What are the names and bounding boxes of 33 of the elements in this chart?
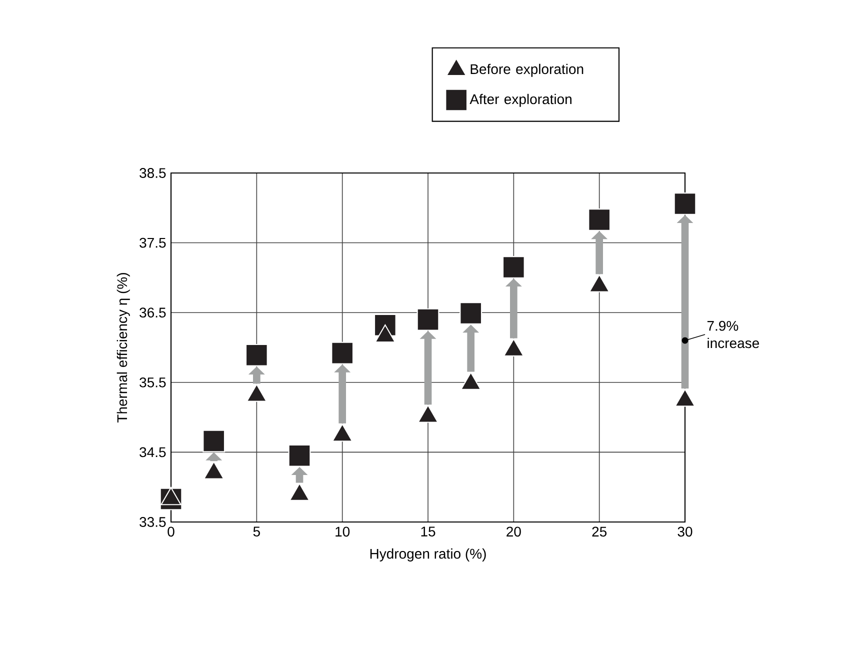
point	[160, 487, 182, 506]
point	[460, 302, 482, 324]
x-tick-label: 15	[421, 526, 436, 536]
y-tick-label: 37.5	[140, 238, 166, 248]
point	[203, 461, 224, 480]
point	[588, 208, 611, 231]
y-tick-label: 33.5	[140, 517, 166, 527]
x-tick-label: 0	[168, 526, 174, 537]
legend-label: After exploration	[470, 94, 572, 107]
point	[418, 404, 438, 423]
annotation: 7.9% increase	[707, 320, 760, 348]
point	[331, 342, 354, 364]
y-axis-title: Thermal efficiency η (%)	[116, 273, 130, 423]
point	[674, 192, 696, 215]
y-tick-label: 35.5	[140, 377, 166, 388]
point	[460, 372, 482, 390]
point	[246, 384, 268, 402]
x-tick-label: 5	[253, 526, 260, 536]
x-tick-label: 30	[678, 526, 692, 537]
legend-label: Before exploration	[470, 64, 584, 77]
point	[416, 308, 440, 331]
x-tick-label: 25	[592, 526, 607, 537]
y-tick-label: 36.5	[140, 308, 166, 318]
y-tick-label: 38.5	[140, 168, 166, 178]
x-axis-title: Hydrogen ratio (%)	[370, 548, 486, 562]
point	[289, 482, 310, 501]
x-tick-label: 10	[336, 526, 350, 537]
point	[674, 388, 696, 407]
point	[502, 256, 525, 278]
point	[332, 424, 353, 442]
y-tick-label: 34.5	[140, 447, 166, 458]
x-tick-label: 20	[506, 526, 521, 537]
point	[245, 344, 268, 366]
